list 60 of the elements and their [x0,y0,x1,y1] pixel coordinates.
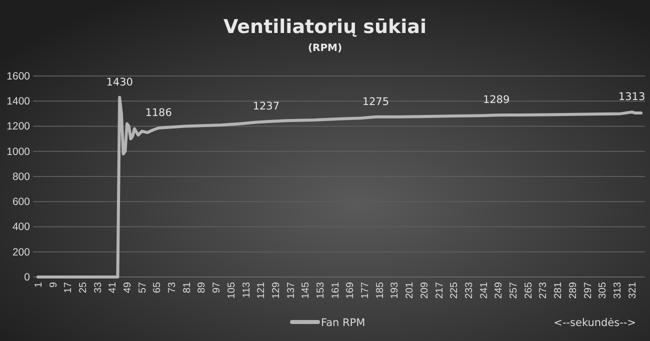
x-tick-label: 209 [419,282,430,299]
x-tick-label: 321 [627,282,638,299]
x-tick-label: 241 [478,282,490,299]
data-label: 1275 [362,96,390,108]
x-tick-label: 65 [152,282,164,294]
y-tick-label: 200 [12,246,30,258]
x-tick-label: 25 [78,282,89,294]
x-tick-label: 33 [92,282,104,294]
x-tick-label: 41 [108,282,119,294]
x-tick-label: 57 [137,282,148,294]
x-tick-label: 17 [63,282,74,294]
x-tick-label: 225 [449,282,460,299]
y-tick-label: 600 [12,196,30,208]
x-tick-label: 249 [494,282,505,299]
chart-subtitle: (RPM) [308,43,342,54]
x-tick-label: 257 [508,282,520,299]
data-label: 1313 [618,91,646,104]
x-tick-label: 289 [568,282,579,299]
x-tick-label: 185 [374,282,386,299]
x-tick-label: 49 [122,282,134,294]
legend-label: Fan RPM [321,317,366,329]
y-tick-label: 0 [24,271,30,284]
x-tick-label: 145 [300,282,312,299]
x-tick-label: 297 [582,282,594,299]
x-tick-label: 129 [270,282,282,299]
x-tick-label: 81 [182,282,193,294]
chart-title: Ventiliatorių sūkiai [224,16,426,38]
y-tick-label: 1000 [6,146,30,158]
data-label: 1430 [106,76,133,88]
x-tick-label: 89 [196,282,208,294]
x-tick-label: 153 [316,282,327,299]
y-tick-label: 1400 [6,95,30,108]
x-tick-label: 137 [286,282,297,299]
x-tick-label: 1 [33,282,44,288]
x-tick-label: 121 [256,282,268,299]
x-tick-label: 113 [241,282,252,298]
y-tick-label: 400 [12,221,30,234]
y-tick-label: 1200 [6,120,30,133]
x-tick-label: 97 [212,282,223,294]
x-tick-label: 9 [48,282,60,288]
data-label: 1289 [482,94,510,106]
x-tick-label: 281 [553,282,564,299]
x-tick-label: 265 [523,282,534,299]
y-tick-label: 800 [12,170,30,183]
x-tick-label: 193 [390,282,401,299]
x-tick-label: 169 [345,282,356,299]
x-tick-label: 273 [538,282,550,299]
x-tick-label: 313 [612,282,624,299]
x-tick-label: 233 [464,282,475,299]
x-tick-label: 161 [330,282,342,299]
x-tick-label: 305 [598,282,609,299]
x-tick-label: 217 [434,282,446,299]
x-tick-label: 177 [360,282,372,299]
y-tick-label: 1600 [6,70,30,82]
text: <--sekundės--> [554,317,636,329]
data-label: 1237 [252,100,280,113]
data-label: 1186 [145,107,172,120]
x-tick-label: 201 [404,282,416,299]
x-tick-label: 73 [167,282,178,294]
x-tick-label: 105 [226,282,238,299]
